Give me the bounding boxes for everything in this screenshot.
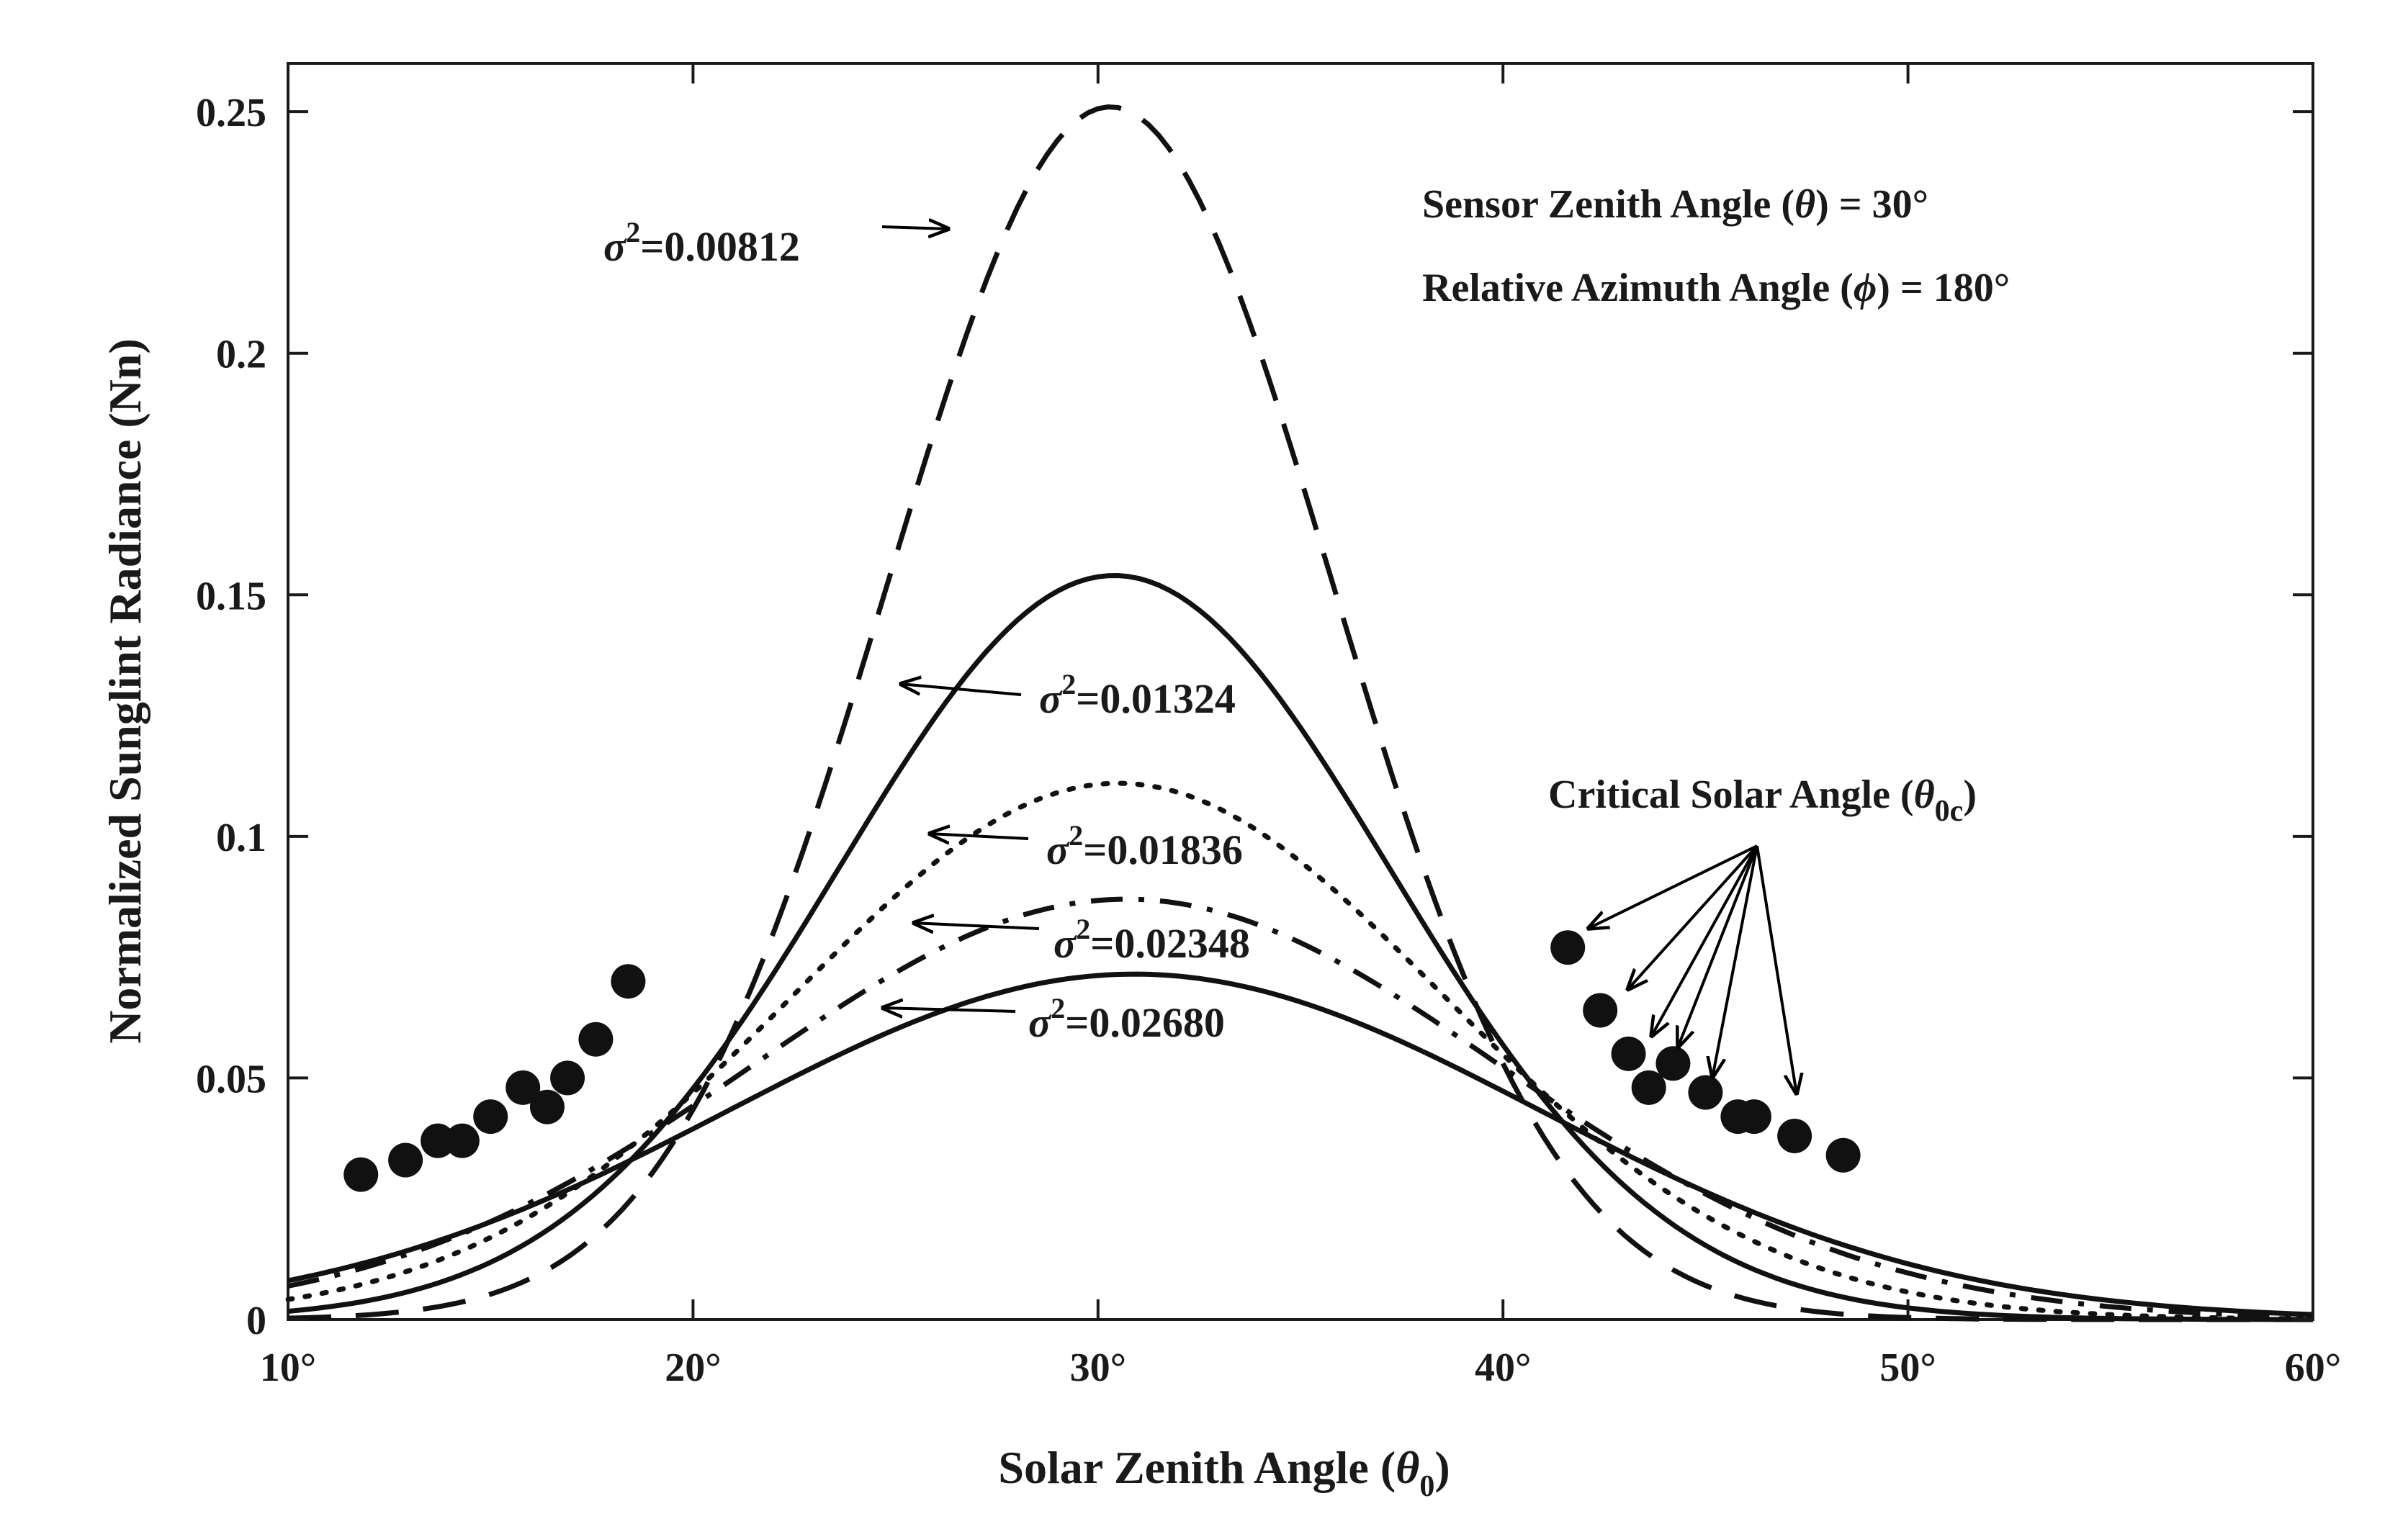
series-line-4 (287, 971, 2314, 1317)
sensor-zenith-annotation: Sensor Zenith Angle (θ) = 30° (1422, 182, 1928, 227)
arrows-group (882, 227, 1797, 1094)
y-axis-title: Normalized Sunglint Radiance (Nn) (99, 338, 150, 1044)
critical-angle-marker (473, 1099, 508, 1135)
series-arrow-01324 (900, 684, 1022, 696)
x-tick-label: 30° (1070, 1345, 1126, 1390)
series-label-01836: σ2=0.01836 (1046, 819, 1243, 873)
series-arrow-02680 (882, 1008, 1016, 1011)
y-tick-label: 0.1 (216, 816, 266, 860)
x-tick-label: 40° (1475, 1345, 1531, 1390)
x-tick-label: 60° (2285, 1345, 2341, 1390)
critical-solar-angle-annotation: Critical Solar Angle (θ0c) (1548, 772, 1977, 828)
x-axis-title: Solar Zenith Angle (θ0) (998, 1442, 1450, 1503)
critical-angle-marker (1736, 1099, 1771, 1135)
critical-arrow (1678, 845, 1758, 1047)
series-arrow-02348 (913, 923, 1040, 929)
critical-arrow (1588, 844, 1758, 929)
critical-angle-marker (1550, 930, 1586, 965)
series-arrow-00812 (881, 227, 949, 229)
x-tick-label: 10° (260, 1345, 316, 1390)
critical-angle-marker (343, 1157, 379, 1192)
y-tick-label: 0.2 (216, 333, 266, 377)
critical-angle-marker (1583, 993, 1618, 1028)
curves-group (285, 104, 2316, 1322)
series-arrow-01836 (929, 834, 1029, 839)
critical-angle-marker (1611, 1036, 1646, 1071)
critical-angle-marker (421, 1123, 456, 1158)
series-line-0 (287, 104, 2313, 1322)
critical-angle-marker (611, 964, 646, 999)
series-line-2 (285, 780, 2316, 1322)
critical-arrow (1712, 845, 1758, 1078)
critical-angle-marker (529, 1089, 565, 1124)
critical-arrow (1627, 844, 1758, 990)
series-line-3 (287, 896, 2314, 1320)
critical-angle-marker (388, 1142, 423, 1178)
critical-angle-marker (506, 1070, 541, 1105)
x-tick-label: 20° (665, 1345, 721, 1390)
critical-angle-marker (550, 1060, 585, 1096)
critical-angle-marker (578, 1022, 614, 1057)
critical-angle-marker (1777, 1118, 1812, 1153)
y-tick-label: 0.25 (196, 91, 266, 135)
critical-angle-marker (1631, 1070, 1666, 1105)
ticks-group: 10° 20° 30° 40° 50° 60° 0 0.05 0.1 0.15 0.2 0.25 (196, 63, 2341, 1390)
critical-angle-marker (1656, 1046, 1691, 1081)
series-label-02680: σ2=0.02680 (1028, 992, 1225, 1046)
relative-azimuth-annotation: Relative Azimuth Angle (ϕ) = 180° (1422, 266, 2010, 310)
series-label-01324: σ2=0.01324 (1039, 668, 1236, 722)
y-tick-label: 0.15 (196, 574, 266, 618)
critical-arrow (1756, 845, 1797, 1094)
x-tick-label: 50° (1879, 1345, 1936, 1390)
plot-area (287, 62, 2314, 1321)
critical-angle-marker (1688, 1075, 1723, 1110)
series-label-02348: σ2=0.02348 (1054, 913, 1250, 967)
critical-angle-marker (1825, 1137, 1861, 1173)
critical-angle-marker (444, 1123, 480, 1158)
series-label-00812: σ2=0.00812 (603, 216, 800, 270)
critical-arrow (1651, 845, 1758, 1037)
y-tick-label: 0.05 (196, 1057, 266, 1101)
markers-group (343, 930, 1861, 1192)
y-tick-label: 0 (246, 1299, 266, 1343)
